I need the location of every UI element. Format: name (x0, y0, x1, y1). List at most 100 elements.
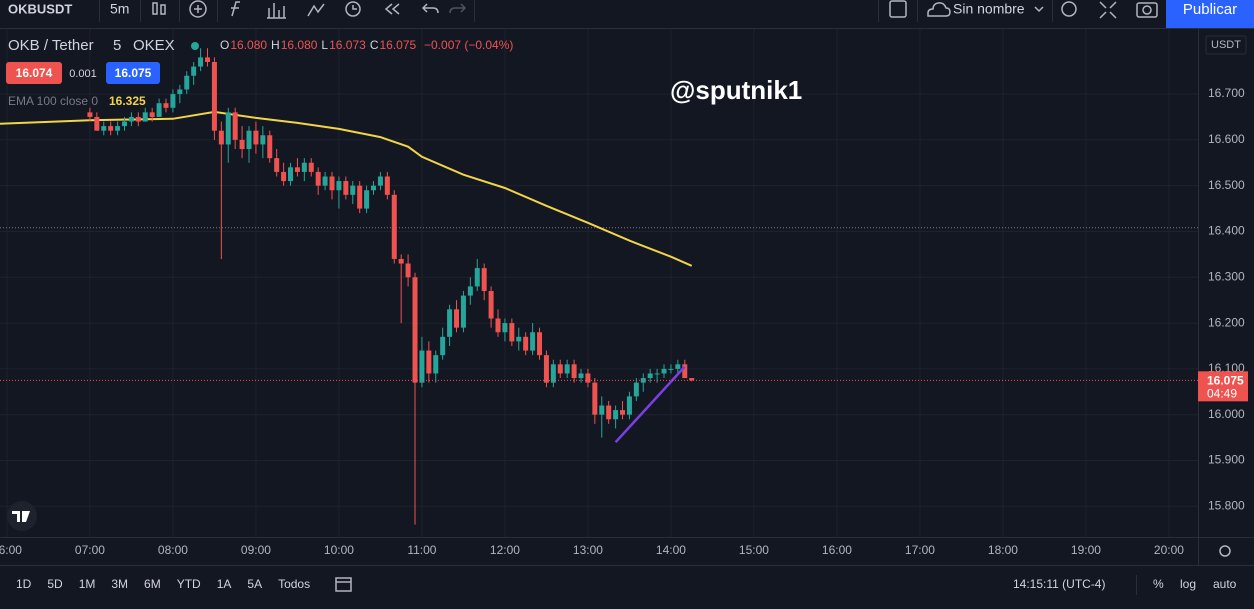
last-price-label: 16.075 (1207, 374, 1244, 388)
toolbar: OKBUSDT 5m Sin nombre Publicar (0, 0, 1254, 29)
candle-body (101, 126, 107, 131)
sell-button[interactable] (6, 62, 62, 84)
candle-body (516, 336, 522, 342)
candle-body (419, 350, 425, 383)
candle-body (177, 89, 183, 95)
range-button[interactable]: 1A (217, 577, 232, 591)
expand-icon[interactable] (1099, 1, 1117, 19)
candle-body (149, 112, 155, 117)
indicators-icon[interactable] (231, 1, 240, 17)
candle-body (163, 103, 169, 108)
settings-icon[interactable] (1061, 1, 1077, 17)
candle-body (689, 378, 695, 381)
range-button[interactable]: 1D (16, 577, 32, 591)
candle-body (537, 332, 543, 356)
candle-body (592, 382, 598, 415)
snapshot-icon[interactable] (1136, 2, 1158, 18)
range-button[interactable]: Todos (278, 577, 310, 591)
candle-body (156, 103, 162, 117)
y-tick-label: 15.900 (1208, 453, 1245, 467)
candle-body (495, 318, 501, 333)
x-tick-label: 08:00 (158, 543, 188, 557)
currency-box (1205, 35, 1247, 55)
candle-body (274, 158, 280, 172)
candle-body (426, 350, 432, 374)
buy-button[interactable] (106, 62, 160, 84)
legend-interval: 5 (113, 37, 121, 54)
candle-body (87, 112, 93, 117)
candle-body (115, 126, 121, 131)
fullscreen-toggle[interactable] (889, 0, 907, 18)
candle-body (502, 323, 508, 333)
candle-body (412, 277, 418, 383)
cloud-icon (927, 2, 951, 17)
y-tick-label: 16.200 (1208, 315, 1245, 329)
interval[interactable]: 5m (110, 1, 129, 17)
toolbar-bg (0, 0, 1254, 28)
candle-body (239, 139, 245, 150)
dropdown-icon[interactable] (1034, 6, 1044, 13)
range-button[interactable]: 5A (247, 577, 262, 591)
range-button[interactable]: 3M (111, 577, 128, 591)
redo-icon[interactable] (449, 3, 467, 14)
range-button[interactable]: 1M (79, 577, 96, 591)
candle-body (336, 181, 342, 191)
candle-body (654, 373, 660, 375)
candle-body (543, 355, 549, 383)
x-tick-label: 14:00 (656, 543, 686, 557)
candle-body (599, 405, 605, 415)
log-toggle[interactable]: log (1180, 577, 1196, 591)
layout-name[interactable]: Sin nombre (953, 1, 1025, 17)
sell-price[interactable]: 16.074 (16, 66, 53, 80)
ohlc-letter: O (220, 38, 229, 52)
publish-label[interactable]: Publicar (1183, 1, 1237, 18)
publish-button[interactable] (1166, 0, 1254, 28)
date-range-icon[interactable] (335, 577, 352, 592)
candle-body (364, 190, 370, 209)
ohlc-letter: L (321, 38, 328, 52)
candle-type-icon[interactable] (152, 2, 166, 15)
candle-body (315, 171, 321, 186)
undo-icon[interactable] (421, 3, 439, 14)
x-tick-label: 07:00 (75, 543, 105, 557)
candle-body (530, 332, 536, 351)
candle-body (613, 410, 619, 420)
candle-body (322, 176, 328, 186)
candle-body (467, 286, 473, 296)
rewind-icon[interactable] (384, 3, 400, 15)
tv-logo-mark (12, 511, 30, 522)
replay-icon[interactable] (345, 1, 361, 17)
candle-body (557, 364, 563, 374)
legend-change: −0.007 (−0.04%) (424, 38, 513, 52)
range-button[interactable]: 5D (47, 577, 63, 591)
legend-exchange: OKEX (133, 37, 175, 54)
countdown: 04:49 (1207, 387, 1237, 401)
candle-body (198, 57, 204, 67)
templates-icon[interactable] (267, 3, 286, 19)
spread: 0.001 (69, 68, 97, 80)
candle-body (301, 162, 307, 172)
candle-body (460, 295, 466, 328)
candle-body (606, 405, 612, 420)
candle-body (433, 355, 439, 374)
alert-icon[interactable] (307, 3, 325, 17)
candle-body (142, 112, 148, 122)
candle-body (585, 373, 591, 383)
settings-icon[interactable] (1219, 545, 1231, 557)
ohlc-value: 16.073 (329, 38, 366, 52)
compare-icon[interactable] (189, 0, 207, 18)
buy-price[interactable]: 16.075 (115, 66, 152, 80)
range-button[interactable]: YTD (177, 577, 201, 591)
indicator-name: EMA 100 close 0 (8, 94, 98, 108)
candle-body (308, 162, 314, 172)
symbol[interactable]: OKBUSDT (8, 1, 72, 16)
candle-body (281, 171, 287, 182)
candle-body (218, 130, 224, 145)
candle-body (454, 309, 460, 328)
candle-body (343, 181, 349, 195)
x-tick-label: 11:00 (407, 543, 436, 557)
percent-toggle[interactable]: % (1153, 577, 1164, 591)
range-button[interactable]: 6M (144, 577, 161, 591)
auto-toggle[interactable]: auto (1213, 577, 1237, 591)
